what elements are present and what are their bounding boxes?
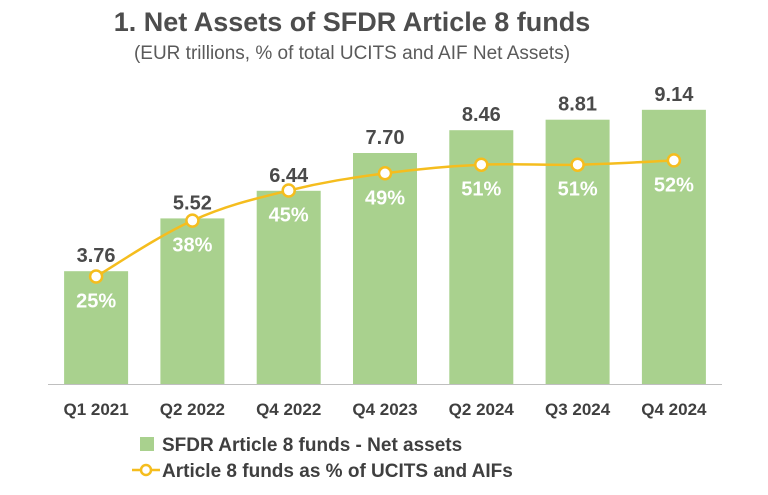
bar — [641, 109, 706, 385]
bar-series — [64, 109, 706, 385]
bar-value-label: 9.14 — [654, 84, 694, 106]
pct-label: 49% — [365, 187, 405, 209]
x-tick-label: Q2 2024 — [449, 400, 515, 419]
line-point — [666, 153, 682, 168]
x-tick-label: Q4 2023 — [352, 400, 417, 419]
legend-line-marker — [139, 463, 153, 477]
line-point — [570, 157, 585, 172]
pct-label: 52% — [654, 174, 694, 196]
pct-label: 51% — [558, 179, 598, 201]
legend-bar-swatch — [140, 437, 154, 451]
bar — [449, 130, 514, 384]
bar-value-label: 8.46 — [462, 104, 501, 126]
chart-title: 1. Net Assets of SFDR Article 8 funds — [114, 7, 591, 37]
line-point — [281, 183, 296, 198]
x-tick-label: Q1 2021 — [63, 400, 128, 419]
pct-label: 45% — [269, 205, 309, 227]
bar — [256, 190, 321, 384]
bar-value-label: 7.70 — [366, 127, 405, 149]
x-tick-label: Q3 2024 — [545, 400, 611, 419]
bar-value-label: 8.81 — [558, 94, 597, 116]
bar — [160, 218, 225, 384]
pct-label: 38% — [172, 235, 212, 257]
pct-label: 51% — [461, 179, 501, 201]
legend-bar-label: SFDR Article 8 funds - Net assets — [162, 435, 462, 456]
legend: SFDR Article 8 funds - Net assets Articl… — [132, 435, 513, 482]
legend-line-label: Article 8 funds as % of UCITS and AIFs — [162, 461, 513, 482]
line-point — [474, 157, 489, 172]
x-axis-ticks: Q1 2021 Q2 2022 Q4 2022 Q4 2023 Q2 2024 Q3 20… — [63, 400, 707, 419]
chart-subtitle: (EUR trillions, % of total UCITS and AIF… — [134, 43, 570, 64]
bar — [353, 153, 417, 384]
x-tick-label: Q4 2022 — [256, 400, 321, 419]
line-point — [88, 269, 104, 284]
line-point — [377, 166, 393, 181]
bar-value-label: 6.44 — [269, 165, 309, 187]
line-point — [185, 213, 200, 228]
bar-value-label: 5.52 — [173, 192, 212, 214]
bar-value-label: 3.76 — [77, 245, 116, 267]
x-tick-label: Q2 2022 — [160, 400, 225, 419]
pct-label: 25% — [76, 291, 116, 313]
x-tick-label: Q4 2024 — [641, 400, 707, 419]
line-series — [88, 153, 682, 284]
bar — [64, 271, 129, 384]
data-labels: 3.76 5.52 6.44 7.70 8.46 8.81 9.14 25% 38% 45% 49%… — [76, 84, 694, 313]
